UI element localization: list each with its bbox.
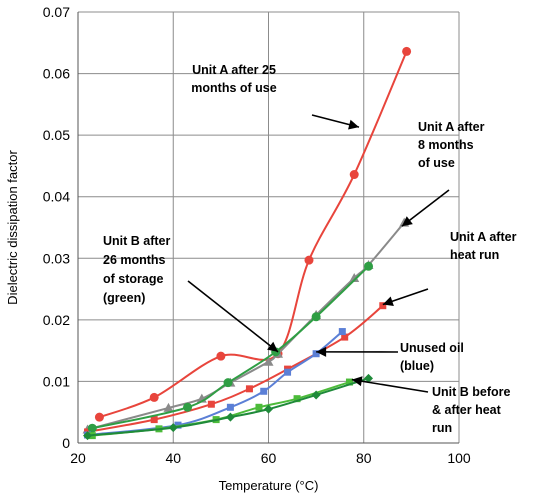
data-point: [379, 302, 387, 310]
data-point: [364, 373, 374, 383]
y-tick-label: 0: [62, 435, 70, 451]
y-tick-label: 0.03: [43, 250, 70, 266]
x-tick-label: 80: [356, 450, 372, 466]
data-point: [223, 378, 233, 388]
annotation-label: & after heat: [432, 403, 502, 417]
y-tick-label: 0.05: [43, 127, 70, 143]
annotation-label: Unused oil: [400, 341, 464, 355]
data-point: [255, 403, 263, 411]
annotation-arrowhead: [382, 296, 394, 306]
data-point: [304, 255, 314, 265]
annotation-label: Unit A after: [418, 120, 485, 134]
annotation-label: heat run: [450, 248, 499, 262]
data-point: [207, 400, 215, 408]
data-point: [293, 395, 301, 403]
data-point: [345, 378, 353, 386]
y-tick-label: 0.01: [43, 373, 70, 389]
series-4: [87, 261, 374, 433]
data-point: [174, 421, 182, 429]
y-axis-title: Dielectric dissipation factor: [5, 150, 20, 305]
data-point: [216, 351, 226, 361]
data-point: [183, 402, 193, 412]
annotation-label: of storage: [103, 272, 163, 286]
y-tick-label: 0.07: [43, 4, 70, 20]
annotation-arrowhead: [267, 341, 279, 352]
annotation-label: Unit B before: [432, 385, 511, 399]
annotation-label: run: [432, 421, 452, 435]
data-point: [245, 385, 253, 393]
data-point: [338, 328, 346, 336]
x-tick-label: 60: [261, 450, 277, 466]
series-group: [82, 46, 412, 441]
annotation-label: Unit A after: [450, 230, 517, 244]
annotation-arrows: [187, 114, 450, 393]
y-tick-label: 0.06: [43, 66, 70, 82]
data-point: [83, 431, 93, 441]
annotation-arrowhead: [316, 346, 327, 357]
data-point: [264, 404, 273, 414]
annotation-arrowhead: [351, 376, 363, 387]
annotation-labels: Unit A after 25 months of use Unit A after…: [103, 63, 517, 435]
data-point: [284, 368, 292, 376]
y-tick-label: 0.02: [43, 312, 70, 328]
data-point: [150, 416, 158, 424]
annotation-label: Unit A after 25: [192, 63, 276, 77]
axes: 0 0.01 0.02 0.03 0.04 0.05 0.06 0.07 20 40 60 80 100: [43, 4, 471, 466]
data-point: [341, 333, 349, 341]
series-line: [87, 304, 384, 433]
data-point: [260, 387, 268, 395]
annotation-label: (blue): [400, 359, 434, 373]
data-point: [349, 170, 359, 180]
data-point: [312, 350, 320, 358]
data-point: [349, 272, 360, 282]
series-line: [99, 51, 408, 419]
annotation-label: 8 months: [418, 138, 474, 152]
series-line: [92, 381, 350, 437]
data-point: [87, 423, 97, 433]
x-tick-label: 40: [165, 450, 181, 466]
y-tick-label: 0.04: [43, 189, 70, 205]
x-tick-label: 20: [70, 450, 86, 466]
data-point: [94, 412, 104, 422]
grid: [78, 11, 460, 443]
series-7: [83, 373, 374, 441]
annotation-label: Unit B after: [103, 234, 171, 248]
data-point: [168, 423, 178, 433]
data-point: [311, 390, 321, 400]
data-point: [225, 412, 235, 422]
annotation-arrowhead: [348, 119, 359, 130]
data-point: [149, 392, 159, 402]
annotation-arrow: [351, 378, 429, 393]
annotation-label: (green): [103, 291, 145, 305]
data-point: [402, 46, 412, 56]
x-tick-label: 100: [447, 450, 471, 466]
data-point: [263, 356, 274, 366]
annotation-arrow: [187, 280, 279, 353]
annotation-arrowhead: [401, 216, 413, 227]
data-point: [364, 261, 374, 271]
series-line: [92, 265, 370, 430]
data-point: [311, 312, 321, 322]
x-axis-title: Temperature (°C): [219, 478, 319, 493]
data-point: [226, 403, 234, 411]
annotation-label: 26 months: [103, 253, 166, 267]
data-point: [163, 402, 174, 412]
annotation-label: of use: [418, 156, 455, 170]
annotation-label: months of use: [191, 81, 276, 95]
